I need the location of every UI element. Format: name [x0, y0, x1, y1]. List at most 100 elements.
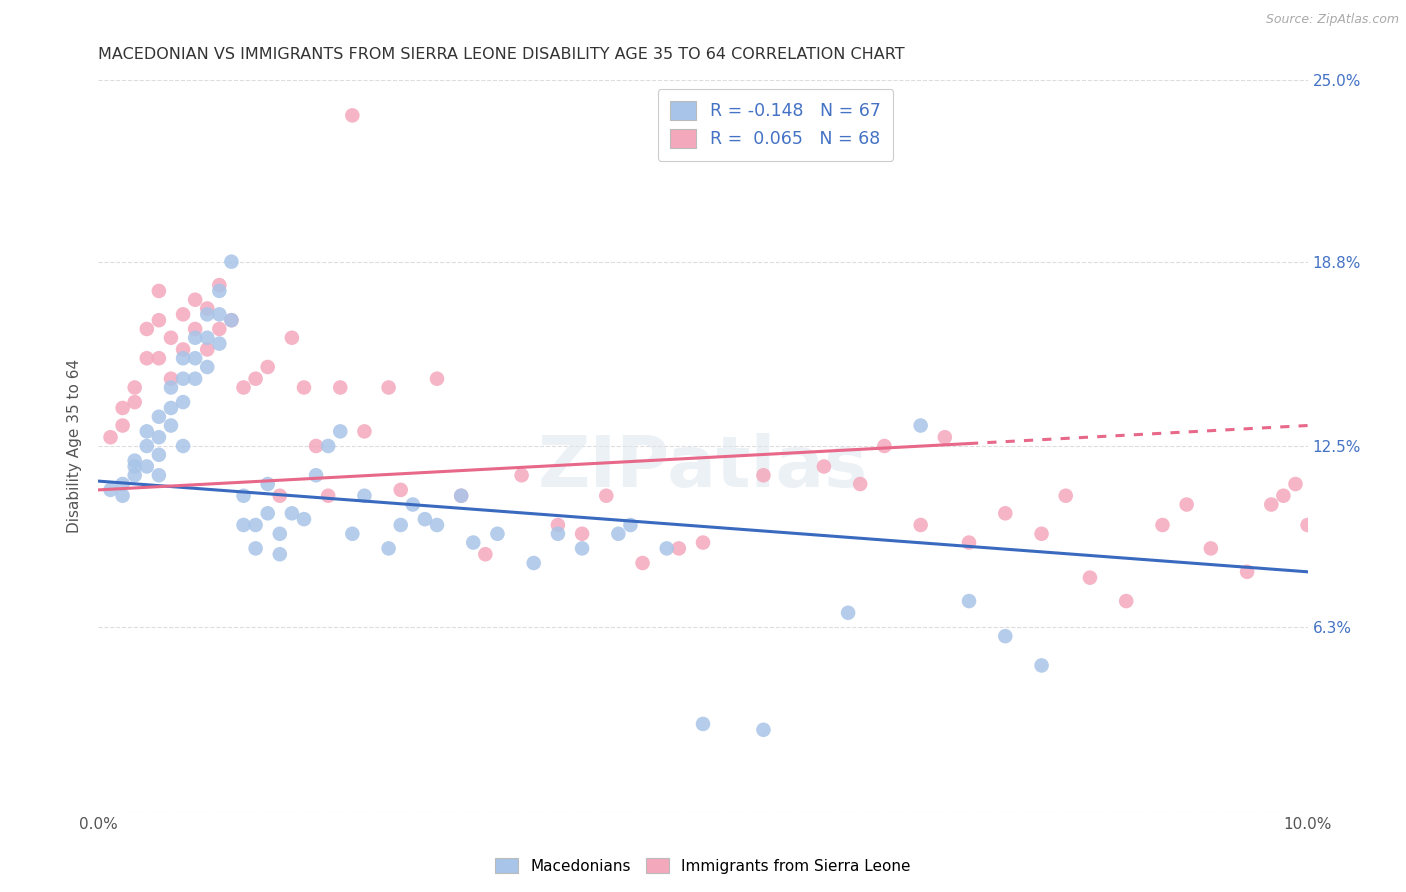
Point [1078, 571, 1101, 585]
Point [124, 468, 146, 483]
Point [402, 498, 425, 512]
Point [172, 343, 194, 357]
Point [195, 301, 218, 316]
Point [135, 351, 157, 366]
Point [195, 343, 218, 357]
Point [342, 108, 364, 122]
Point [426, 372, 449, 386]
Point [148, 351, 170, 366]
Point [692, 717, 714, 731]
Point [124, 380, 146, 394]
Point [111, 418, 134, 433]
Point [1357, 599, 1379, 614]
Point [957, 535, 980, 549]
Point [124, 453, 146, 467]
Point [607, 526, 630, 541]
Point [571, 526, 593, 541]
Point [450, 489, 472, 503]
Point [221, 313, 243, 327]
Point [172, 395, 194, 409]
Point [135, 322, 157, 336]
Point [353, 489, 375, 503]
Point [184, 372, 207, 386]
Point [269, 489, 291, 503]
Point [160, 331, 183, 345]
Point [172, 372, 194, 386]
Point [221, 254, 243, 268]
Point [160, 401, 183, 415]
Point [232, 380, 254, 394]
Point [752, 468, 775, 483]
Point [221, 313, 243, 327]
Point [1175, 498, 1198, 512]
Point [329, 425, 352, 439]
Point [849, 477, 872, 491]
Point [269, 547, 291, 561]
Point [100, 430, 122, 444]
Point [305, 468, 328, 483]
Point [195, 307, 218, 321]
Point [1309, 506, 1331, 520]
Point [232, 518, 254, 533]
Y-axis label: Disability Age 35 to 64: Disability Age 35 to 64 [67, 359, 83, 533]
Point [1054, 489, 1077, 503]
Point [413, 512, 436, 526]
Point [873, 439, 896, 453]
Point [245, 541, 267, 556]
Point [208, 278, 231, 293]
Point [292, 512, 315, 526]
Point [619, 518, 641, 533]
Point [100, 483, 122, 497]
Point [1236, 565, 1258, 579]
Point [256, 477, 278, 491]
Text: ZIPatlas: ZIPatlas [538, 434, 868, 502]
Point [377, 541, 399, 556]
Point [292, 380, 315, 394]
Point [463, 535, 485, 549]
Point [668, 541, 690, 556]
Point [1320, 526, 1343, 541]
Point [245, 372, 267, 386]
Point [256, 359, 278, 374]
Point [450, 489, 472, 503]
Point [957, 594, 980, 608]
Point [208, 336, 231, 351]
Point [208, 284, 231, 298]
Point [135, 425, 157, 439]
Point [245, 518, 267, 533]
Point [148, 284, 170, 298]
Point [1115, 594, 1137, 608]
Point [994, 629, 1017, 643]
Point [910, 418, 932, 433]
Point [752, 723, 775, 737]
Point [474, 547, 496, 561]
Point [172, 439, 194, 453]
Point [160, 380, 183, 394]
Point [195, 359, 218, 374]
Point [148, 313, 170, 327]
Point [547, 526, 569, 541]
Point [571, 541, 593, 556]
Point [837, 606, 859, 620]
Point [934, 430, 956, 444]
Point [148, 448, 170, 462]
Point [305, 439, 328, 453]
Point [208, 322, 231, 336]
Point [184, 351, 207, 366]
Point [1152, 518, 1174, 533]
Point [1284, 477, 1306, 491]
Point [148, 409, 170, 424]
Point [994, 506, 1017, 520]
Point [184, 322, 207, 336]
Legend: Macedonians, Immigrants from Sierra Leone: Macedonians, Immigrants from Sierra Leon… [489, 852, 917, 880]
Point [172, 351, 194, 366]
Point [172, 307, 194, 321]
Point [111, 477, 134, 491]
Point [547, 518, 569, 533]
Point [160, 418, 183, 433]
Point [910, 518, 932, 533]
Point [281, 331, 304, 345]
Point [655, 541, 678, 556]
Point [523, 556, 546, 570]
Point [631, 556, 654, 570]
